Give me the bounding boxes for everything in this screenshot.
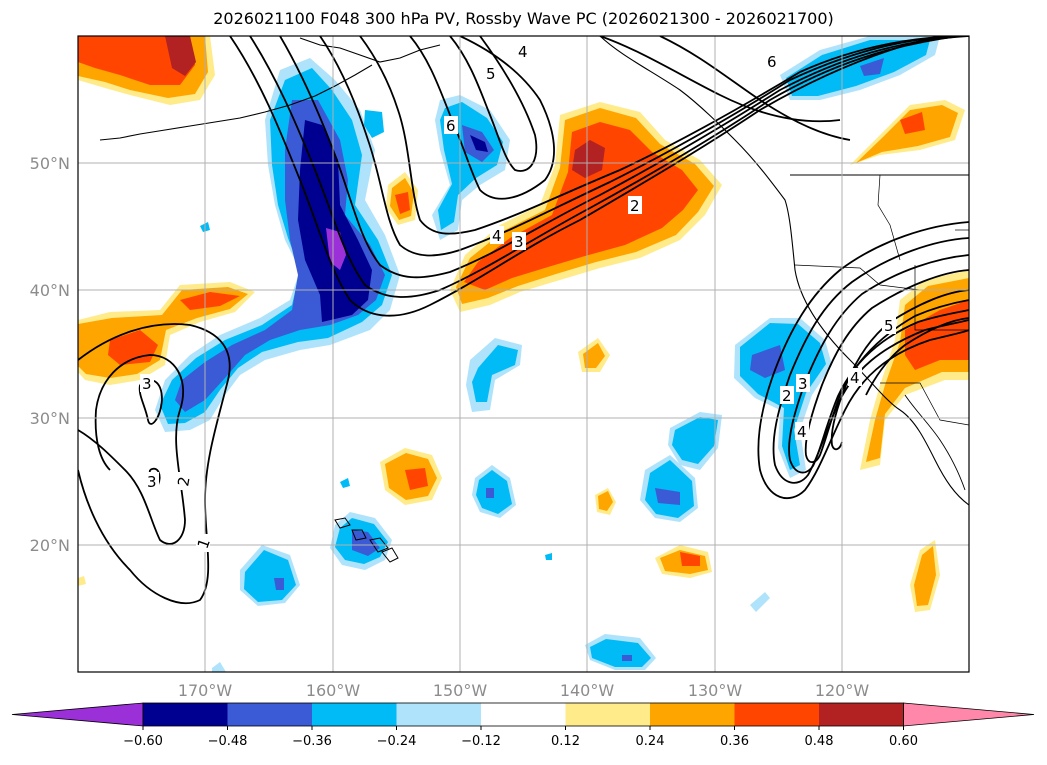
colorbar-label: 0.48 bbox=[805, 734, 834, 749]
colorbar-label: −0.48 bbox=[208, 734, 248, 749]
colorbar-label: 0.60 bbox=[889, 734, 918, 749]
colorbar-segment bbox=[143, 703, 228, 726]
contour-label: 3 bbox=[514, 233, 524, 251]
lon-label: 160°W bbox=[306, 681, 361, 700]
contour-label: 4 bbox=[797, 423, 807, 441]
lon-label: 140°W bbox=[560, 681, 615, 700]
contour-label: 6 bbox=[446, 117, 456, 135]
colorbar-label: −0.60 bbox=[123, 734, 163, 749]
lon-label: 170°W bbox=[178, 681, 233, 700]
contour-label: 2 bbox=[782, 387, 792, 405]
map-title: 2026021100 F048 300 hPa PV, Rossby Wave … bbox=[213, 9, 834, 28]
latitude-labels: 50°N 40°N 30°N 20°N bbox=[30, 154, 70, 555]
colorbar-segment bbox=[565, 703, 651, 726]
colorbar-segment bbox=[819, 703, 904, 726]
coastlines bbox=[99, 36, 969, 563]
contour-label: 5 bbox=[486, 65, 496, 83]
contour-label: 5 bbox=[884, 317, 894, 335]
contour-labels: 1 2 3 3 3 4 5 6 6 4 2 2 3 4 bbox=[140, 42, 896, 552]
colorbar-label: −0.24 bbox=[377, 734, 417, 749]
map-frame bbox=[77, 35, 970, 673]
lat-label: 40°N bbox=[30, 281, 70, 300]
contour-label: 2 bbox=[630, 197, 640, 215]
lon-label: 150°W bbox=[433, 681, 488, 700]
contour-label: 6 bbox=[767, 53, 777, 71]
contour-label: 4 bbox=[492, 227, 502, 245]
colorbar-label: −0.12 bbox=[461, 734, 501, 749]
gridlines bbox=[78, 36, 969, 672]
colorbar-max-extend bbox=[903, 702, 1035, 727]
contour-label: 4 bbox=[518, 43, 528, 61]
contour-label: 4 bbox=[850, 369, 860, 387]
colorbar-segment bbox=[650, 703, 735, 726]
map-area: 1 2 3 3 3 4 5 6 6 4 2 2 3 4 bbox=[78, 36, 969, 672]
colorbar: −0.60 −0.48 −0.36 −0.24 −0.12 0.12 0.24 0.36 0.4… bbox=[11, 702, 1035, 749]
lat-label: 30°N bbox=[30, 409, 70, 428]
colorbar-segment bbox=[227, 703, 313, 726]
colorbar-label: 0.36 bbox=[720, 734, 749, 749]
colorbar-segment bbox=[312, 703, 397, 726]
contour-label: 3 bbox=[798, 375, 808, 393]
longitude-labels: 170°W 160°W 150°W 140°W 130°W 120°W bbox=[178, 681, 870, 700]
lon-label: 120°W bbox=[815, 681, 870, 700]
lat-label: 50°N bbox=[30, 154, 70, 173]
colorbar-min-extend bbox=[11, 702, 144, 727]
contour-label: 3 bbox=[147, 473, 157, 491]
colorbar-label: 0.24 bbox=[636, 734, 665, 749]
colorbar-segment bbox=[481, 703, 566, 726]
colorbar-segment bbox=[734, 703, 820, 726]
contour-label: 3 bbox=[142, 375, 152, 393]
lat-label: 20°N bbox=[30, 536, 70, 555]
colorbar-outline bbox=[142, 702, 904, 727]
colorbar-label: 0.12 bbox=[551, 734, 580, 749]
lon-label: 130°W bbox=[688, 681, 743, 700]
colorbar-segment bbox=[396, 703, 482, 726]
colorbar-label: −0.36 bbox=[292, 734, 332, 749]
contour-label: 2 bbox=[174, 475, 193, 488]
pc-contours bbox=[78, 36, 969, 605]
